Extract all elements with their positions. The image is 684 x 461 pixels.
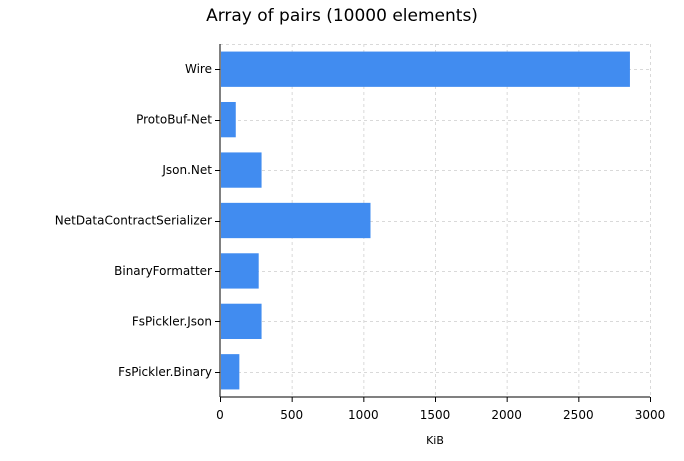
category-label: Wire xyxy=(185,62,212,76)
bar xyxy=(221,101,236,138)
x-tick-label: 500 xyxy=(280,408,303,422)
x-tick-label: 1000 xyxy=(348,408,379,422)
category-labels: Wire ProtoBuf-Net Json.Net NetDataContractS… xyxy=(55,62,213,379)
x-tick-label: 0 xyxy=(216,408,224,422)
bars xyxy=(221,51,630,390)
x-tick-labels: 0 500 1000 1500 2000 2500 3000 xyxy=(216,408,665,422)
x-tick-label: 1500 xyxy=(420,408,451,422)
x-tick-label: 2000 xyxy=(491,408,522,422)
category-label: ProtoBuf-Net xyxy=(136,113,212,127)
x-axis-title: KiB xyxy=(426,434,444,447)
bar xyxy=(221,51,630,87)
bar xyxy=(221,354,240,390)
bar xyxy=(221,253,259,289)
axes xyxy=(215,44,651,402)
bar xyxy=(221,152,262,188)
category-label: BinaryFormatter xyxy=(114,264,212,278)
category-label: Json.Net xyxy=(161,163,212,177)
category-label: NetDataContractSerializer xyxy=(55,214,212,228)
bar xyxy=(221,303,262,340)
category-label: FsPickler.Binary xyxy=(118,365,212,379)
bar xyxy=(221,202,371,239)
x-tick-label: 3000 xyxy=(635,408,666,422)
x-tick-label: 2500 xyxy=(563,408,594,422)
category-label: FsPickler.Json xyxy=(132,314,212,328)
chart-title: Array of pairs (10000 elements) xyxy=(206,6,478,26)
